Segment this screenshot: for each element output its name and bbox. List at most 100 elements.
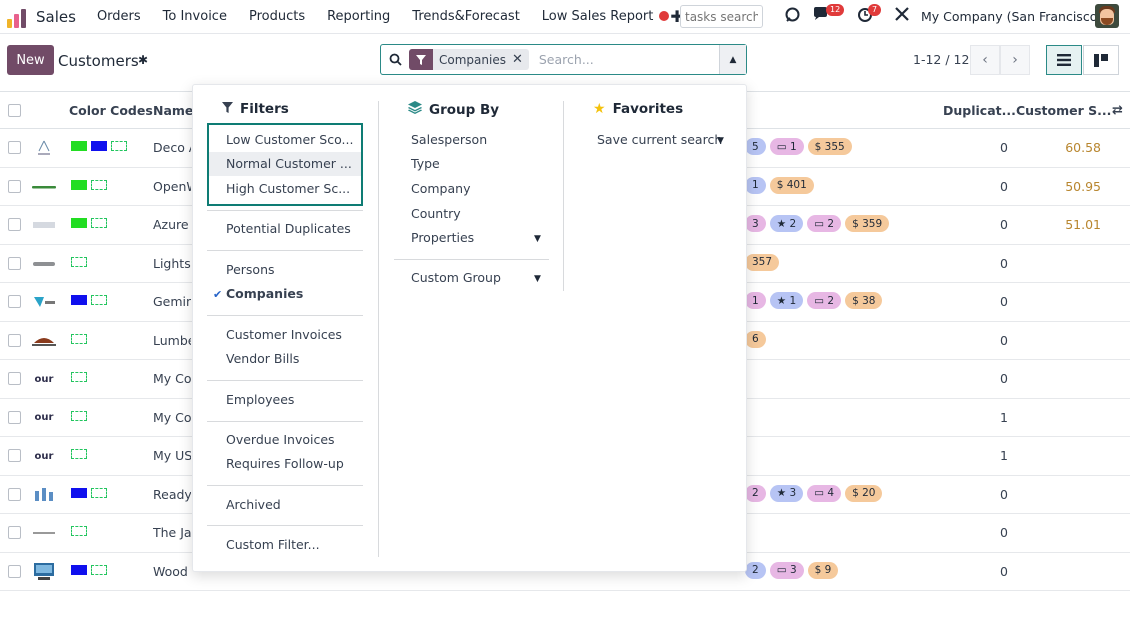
row-checkbox[interactable]	[8, 410, 21, 424]
filter-potential-duplicates[interactable]: Potential Duplicates	[226, 221, 351, 236]
stat-badge[interactable]: 5	[745, 138, 766, 155]
menu-reporting[interactable]: Reporting	[327, 9, 391, 24]
cell-duplicates: 0	[1000, 486, 1008, 502]
save-current-search[interactable]: Save current search	[597, 132, 723, 147]
row-checkbox[interactable]	[8, 218, 21, 231]
group-by-properties[interactable]: Properties	[411, 230, 475, 245]
remove-facet-icon[interactable]: ✕	[511, 52, 523, 67]
stat-badge[interactable]: $ 38	[845, 292, 883, 309]
pager-next-icon[interactable]: ›	[1000, 45, 1030, 75]
debug-tools-icon[interactable]	[894, 6, 910, 26]
caret-down-icon[interactable]: ▼	[534, 274, 541, 284]
table-row[interactable]: Wood 2 ▭ 3 $ 9 0	[0, 553, 1130, 591]
messages-icon[interactable]	[812, 6, 830, 26]
stat-badge[interactable]: $ 359	[845, 215, 890, 232]
stat-badge[interactable]: ★ 3	[769, 484, 804, 502]
filter-overdue-invoices[interactable]: Overdue Invoices	[226, 432, 335, 447]
row-checkbox[interactable]	[8, 564, 21, 578]
menu-products[interactable]: Products	[248, 9, 306, 24]
user-avatar[interactable]	[1095, 4, 1119, 28]
stat-badge[interactable]: 3	[745, 215, 766, 232]
select-all-checkbox[interactable]	[8, 104, 21, 117]
row-checkbox[interactable]	[8, 449, 21, 462]
menu-orders[interactable]: Orders	[96, 9, 141, 24]
company-switcher[interactable]: My Company (San Francisco)	[921, 9, 1103, 24]
search-options-toggle-icon[interactable]: ▲	[719, 45, 746, 74]
stat-badge[interactable]: 2	[745, 561, 766, 579]
row-checkbox[interactable]	[8, 372, 21, 385]
row-checkbox[interactable]	[8, 487, 21, 501]
kanban-view-icon[interactable]	[1083, 45, 1119, 75]
color-swatch	[71, 295, 87, 305]
stat-badge[interactable]: ▭ 2	[807, 215, 842, 232]
stat-badge[interactable]: ▭ 1	[769, 138, 804, 155]
optional-columns-icon[interactable]: ⇄	[1112, 103, 1123, 118]
filter-persons[interactable]: Persons	[226, 262, 275, 277]
stat-badge[interactable]: 6	[745, 330, 766, 348]
stat-badge[interactable]: ★ 2	[769, 215, 804, 232]
search-input[interactable]: Search...	[538, 52, 594, 67]
column-customer-score[interactable]: Customer S...	[1016, 103, 1112, 118]
menu-low-sales-report[interactable]: Low Sales Report	[541, 9, 654, 24]
table-row[interactable]: Ready 2 ★ 3 ▭ 4 $ 20 0	[0, 476, 1130, 514]
filter-high-customer-score[interactable]: High Customer Sc...	[226, 181, 351, 196]
cell-customer-score: 50.95	[1065, 178, 1101, 194]
filter-normal-customer-score[interactable]: Normal Customer ...	[226, 156, 352, 171]
gear-icon[interactable]: ✱	[138, 53, 149, 67]
row-checkbox[interactable]	[8, 526, 21, 539]
stat-badge[interactable]: 2	[745, 484, 766, 502]
stat-badge[interactable]: ▭ 4	[807, 484, 842, 502]
sales-app-icon[interactable]	[7, 6, 29, 28]
stat-badge[interactable]: 1	[745, 176, 766, 194]
row-checkbox[interactable]	[8, 179, 21, 193]
main-menu: Orders To Invoice Products Reporting Tre…	[86, 9, 664, 24]
stat-badge[interactable]: 1	[745, 292, 766, 309]
recording-dot-icon[interactable]	[659, 11, 669, 21]
stat-badge[interactable]: $ 20	[845, 484, 883, 502]
cell-name: Gemin	[153, 294, 191, 309]
search-icon[interactable]	[381, 53, 409, 66]
row-checkbox[interactable]	[8, 141, 21, 154]
stat-badge[interactable]: $ 9	[807, 561, 839, 579]
filter-employees[interactable]: Employees	[226, 392, 295, 407]
filter-companies[interactable]: Companies	[226, 286, 304, 301]
voip-icon[interactable]	[784, 6, 801, 27]
column-duplicates[interactable]: Duplicat...	[943, 103, 1016, 118]
menu-to-invoice[interactable]: To Invoice	[162, 9, 227, 24]
pager-value[interactable]: 1-12 / 12	[913, 52, 970, 67]
filter-archived[interactable]: Archived	[226, 497, 281, 512]
menu-trends-forecast[interactable]: Trends&Forecast	[412, 9, 520, 24]
stat-badge[interactable]: ▭ 2	[807, 292, 842, 309]
row-checkbox[interactable]	[8, 333, 21, 347]
separator	[394, 259, 549, 260]
new-button[interactable]: New	[7, 45, 54, 75]
custom-group-select[interactable]: Custom Group	[411, 270, 501, 285]
stat-badge[interactable]: ★ 1	[769, 292, 804, 309]
filter-low-customer-score[interactable]: Low Customer Sco...	[226, 132, 354, 147]
stat-badge[interactable]: 357	[745, 253, 780, 271]
filter-vendor-bills[interactable]: Vendor Bills	[226, 351, 300, 366]
caret-down-icon[interactable]: ▼	[717, 136, 724, 146]
stat-badge[interactable]: $ 401	[769, 176, 814, 194]
group-by-salesperson[interactable]: Salesperson	[411, 132, 488, 147]
column-name[interactable]: Name	[153, 103, 194, 118]
list-view-icon[interactable]	[1046, 45, 1082, 75]
row-checkbox[interactable]	[8, 256, 21, 270]
pager-previous-icon[interactable]: ‹	[970, 45, 1000, 75]
group-by-country[interactable]: Country	[411, 206, 461, 221]
filter-requires-followup[interactable]: Requires Follow-up	[226, 456, 344, 471]
custom-filter-link[interactable]: Custom Filter...	[226, 537, 320, 552]
column-color-codes[interactable]: Color Codes	[69, 103, 153, 118]
tasks-search-input[interactable]	[680, 5, 763, 28]
activity-badges: 2 ▭ 3 $ 9	[745, 561, 839, 579]
color-swatch-empty	[91, 564, 107, 575]
caret-down-icon[interactable]: ▼	[534, 234, 541, 244]
stat-badge[interactable]: $ 355	[807, 138, 852, 155]
group-by-type[interactable]: Type	[411, 156, 440, 171]
row-checkbox[interactable]	[8, 295, 21, 308]
stat-badge[interactable]: ▭ 3	[769, 561, 804, 579]
group-by-company[interactable]: Company	[411, 181, 471, 196]
search-bar[interactable]: Companies ✕ Search... ▲	[380, 44, 747, 75]
filter-customer-invoices[interactable]: Customer Invoices	[226, 327, 342, 342]
app-name[interactable]: Sales	[36, 7, 76, 26]
